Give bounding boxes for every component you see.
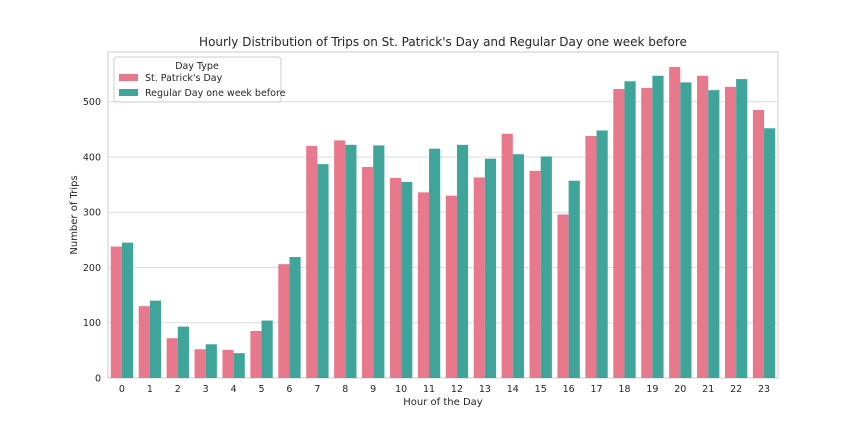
bar-st-patricks-hour-10 [389, 177, 402, 378]
legend-label-st-patricks: St. Patrick's Day [145, 73, 223, 84]
bar-st-patricks-hour-9 [362, 166, 374, 378]
y-tick-label: 0 [95, 374, 101, 385]
legend-label-regular-day: Regular Day one week before [145, 88, 286, 99]
y-axis-title: Number of Trips [69, 175, 80, 254]
x-tick-label: 15 [535, 384, 547, 395]
bar-st-patricks-hour-5 [250, 331, 262, 378]
bar-st-patricks-hour-21 [697, 75, 709, 378]
bar-st-patricks-hour-3 [194, 349, 206, 378]
x-tick-label: 10 [395, 384, 407, 395]
bar-regular-day-hour-4 [233, 353, 245, 378]
bar-regular-day-hour-2 [177, 326, 189, 378]
y-tick-label: 100 [83, 318, 101, 329]
bar-regular-day-hour-19 [652, 75, 664, 378]
bar-regular-day-hour-15 [540, 156, 552, 378]
x-axis-title: Hour of the Day [403, 397, 483, 408]
x-tick-label: 2 [175, 384, 181, 395]
x-tick-label: 16 [563, 384, 575, 395]
bar-regular-day-hour-12 [456, 144, 469, 378]
bar-regular-day-hour-14 [512, 154, 524, 378]
x-tick-label: 23 [758, 384, 770, 395]
bar-st-patricks-hour-12 [445, 195, 457, 378]
x-tick-label: 5 [259, 384, 265, 395]
bar-regular-day-hour-20 [680, 82, 692, 378]
bar-st-patricks-hour-15 [529, 170, 541, 378]
bar-regular-day-hour-6 [289, 256, 301, 378]
legend-title: Day Type [175, 61, 219, 72]
bar-st-patricks-hour-6 [278, 264, 290, 378]
bar-regular-day-hour-16 [568, 180, 580, 378]
bar-regular-day-hour-21 [708, 90, 720, 378]
bar-st-patricks-hour-20 [669, 66, 681, 379]
x-tick-label: 3 [203, 384, 209, 395]
bar-regular-day-hour-18 [624, 81, 636, 378]
bar-st-patricks-hour-0 [110, 246, 122, 378]
bar-st-patricks-hour-4 [222, 349, 234, 378]
bar-st-patricks-hour-11 [417, 192, 430, 378]
x-tick-label: 17 [590, 384, 602, 395]
bar-st-patricks-hour-14 [501, 133, 513, 378]
x-tick-label: 4 [231, 384, 237, 395]
x-tick-label: 8 [342, 384, 348, 395]
legend-swatch-regular-day [119, 89, 138, 96]
bar-regular-day-hour-13 [484, 158, 497, 378]
x-tick-label: 9 [370, 384, 376, 395]
bars [110, 66, 776, 379]
bar-st-patricks-hour-1 [138, 306, 150, 378]
bar-regular-day-hour-7 [317, 164, 329, 378]
bar-st-patricks-hour-7 [306, 145, 318, 378]
x-tick-label: 22 [730, 384, 742, 395]
bar-regular-day-hour-0 [121, 242, 134, 378]
bar-st-patricks-hour-8 [334, 140, 346, 378]
legend-swatch-st-patricks [119, 74, 138, 81]
bar-regular-day-hour-22 [736, 79, 748, 378]
y-tick-label: 200 [83, 263, 101, 274]
bar-st-patricks-hour-13 [473, 177, 485, 378]
bar-regular-day-hour-5 [261, 320, 273, 378]
x-tick-label: 13 [479, 384, 491, 395]
x-tick-label: 21 [702, 384, 714, 395]
bar-st-patricks-hour-23 [752, 110, 765, 379]
y-tick-labels: 0 100 200 300 400 500 [83, 97, 101, 384]
y-tick-label: 400 [83, 152, 101, 163]
bar-regular-day-hour-1 [149, 300, 162, 378]
x-tick-label: 7 [314, 384, 320, 395]
bar-regular-day-hour-23 [764, 128, 776, 378]
x-tick-label: 18 [618, 384, 630, 395]
bar-st-patricks-hour-22 [724, 86, 737, 378]
bar-regular-day-hour-9 [373, 145, 385, 378]
bar-regular-day-hour-17 [596, 130, 608, 378]
x-tick-label: 6 [286, 384, 292, 395]
x-tick-label: 1 [147, 384, 153, 395]
plot-background [107, 51, 779, 379]
x-tick-label: 11 [423, 384, 435, 395]
bar-regular-day-hour-11 [429, 148, 441, 378]
y-tick-label: 500 [83, 97, 101, 108]
chart-title: Hourly Distribution of Trips on St. Patr… [199, 35, 687, 49]
legend-box [113, 56, 282, 103]
bar-st-patricks-hour-17 [585, 135, 597, 378]
legend: Day Type St. Patrick's Day Regular Day o… [113, 56, 286, 103]
bar-st-patricks-hour-18 [613, 89, 625, 379]
y-tick-label: 300 [83, 208, 101, 219]
bar-st-patricks-hour-16 [557, 214, 569, 378]
x-tick-label: 14 [507, 384, 519, 395]
x-tick-label: 20 [674, 384, 686, 395]
bar-regular-day-hour-10 [401, 181, 413, 378]
x-tick-label: 0 [119, 384, 125, 395]
bar-st-patricks-hour-2 [166, 338, 178, 378]
bar-regular-day-hour-8 [345, 144, 357, 378]
bar-st-patricks-hour-19 [641, 87, 653, 379]
x-tick-labels: 0 1 2 3 4 5 6 7 8 9 10 11 12 13 14 15 16 17 18 19 20 21 22 23 [119, 384, 770, 395]
bar-regular-day-hour-3 [205, 344, 217, 378]
x-tick-label: 19 [646, 384, 658, 395]
x-tick-label: 12 [451, 384, 463, 395]
